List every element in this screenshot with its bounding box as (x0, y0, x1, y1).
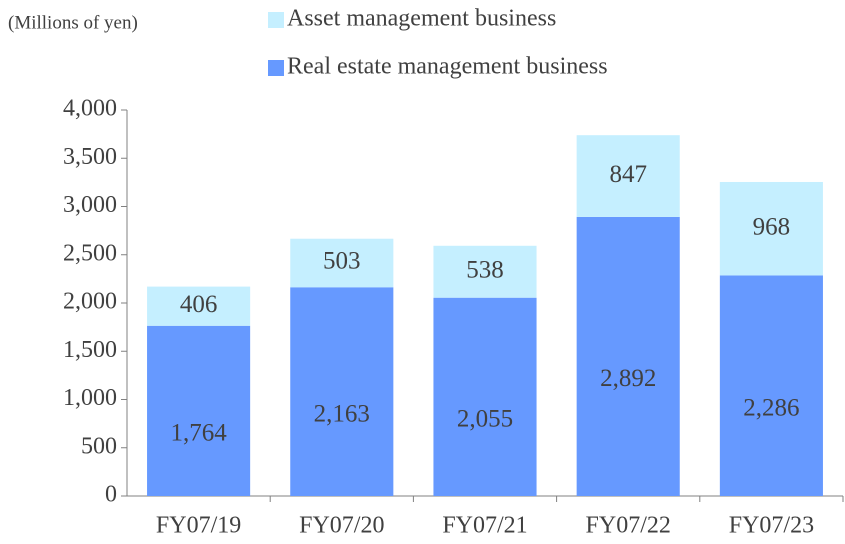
bar-segment (433, 245, 537, 298)
y-tick-label: 3,500 (63, 144, 117, 170)
x-tick-label: FY07/22 (586, 513, 671, 539)
bar-segment (719, 275, 823, 496)
data-label: 2,163 (314, 400, 370, 427)
bar-segment (290, 287, 394, 496)
y-tick-label: 3,000 (63, 192, 117, 218)
legend-swatch (268, 60, 284, 76)
bar-segment (719, 181, 823, 276)
data-label: 538 (466, 256, 504, 283)
x-tick-label: FY07/19 (156, 513, 241, 539)
data-label: 968 (753, 213, 791, 240)
data-label: 503 (323, 248, 361, 275)
data-label: 406 (180, 291, 218, 318)
bar-segment (576, 216, 680, 496)
data-label: 2,892 (600, 365, 656, 392)
data-label: 2,286 (743, 394, 799, 421)
legend-label: Asset management business (287, 6, 556, 32)
y-tick-label: 1,000 (63, 385, 117, 411)
x-tick-label: FY07/20 (299, 513, 384, 539)
y-tick-label: 2,500 (63, 240, 117, 266)
data-label: 1,764 (170, 420, 227, 447)
bar-segment (147, 286, 251, 326)
y-tick-label: 0 (105, 482, 117, 508)
y-tick-label: 500 (81, 433, 117, 459)
bar-segment (433, 297, 537, 496)
unit-label: (Millions of yen) (8, 12, 138, 33)
legend-swatch (268, 12, 284, 28)
y-tick-label: 1,500 (63, 337, 117, 363)
legend-label: Real estate management business (287, 54, 608, 80)
bar-segment (147, 325, 251, 496)
y-tick-label: 2,000 (63, 289, 117, 315)
data-label: 2,055 (457, 406, 513, 433)
data-label: 847 (609, 161, 647, 188)
x-tick-label: FY07/21 (442, 513, 527, 539)
bar-segment (290, 238, 394, 288)
bar-segment (576, 135, 680, 217)
x-tick-label: FY07/23 (729, 513, 814, 539)
y-tick-label: 4,000 (63, 96, 117, 122)
